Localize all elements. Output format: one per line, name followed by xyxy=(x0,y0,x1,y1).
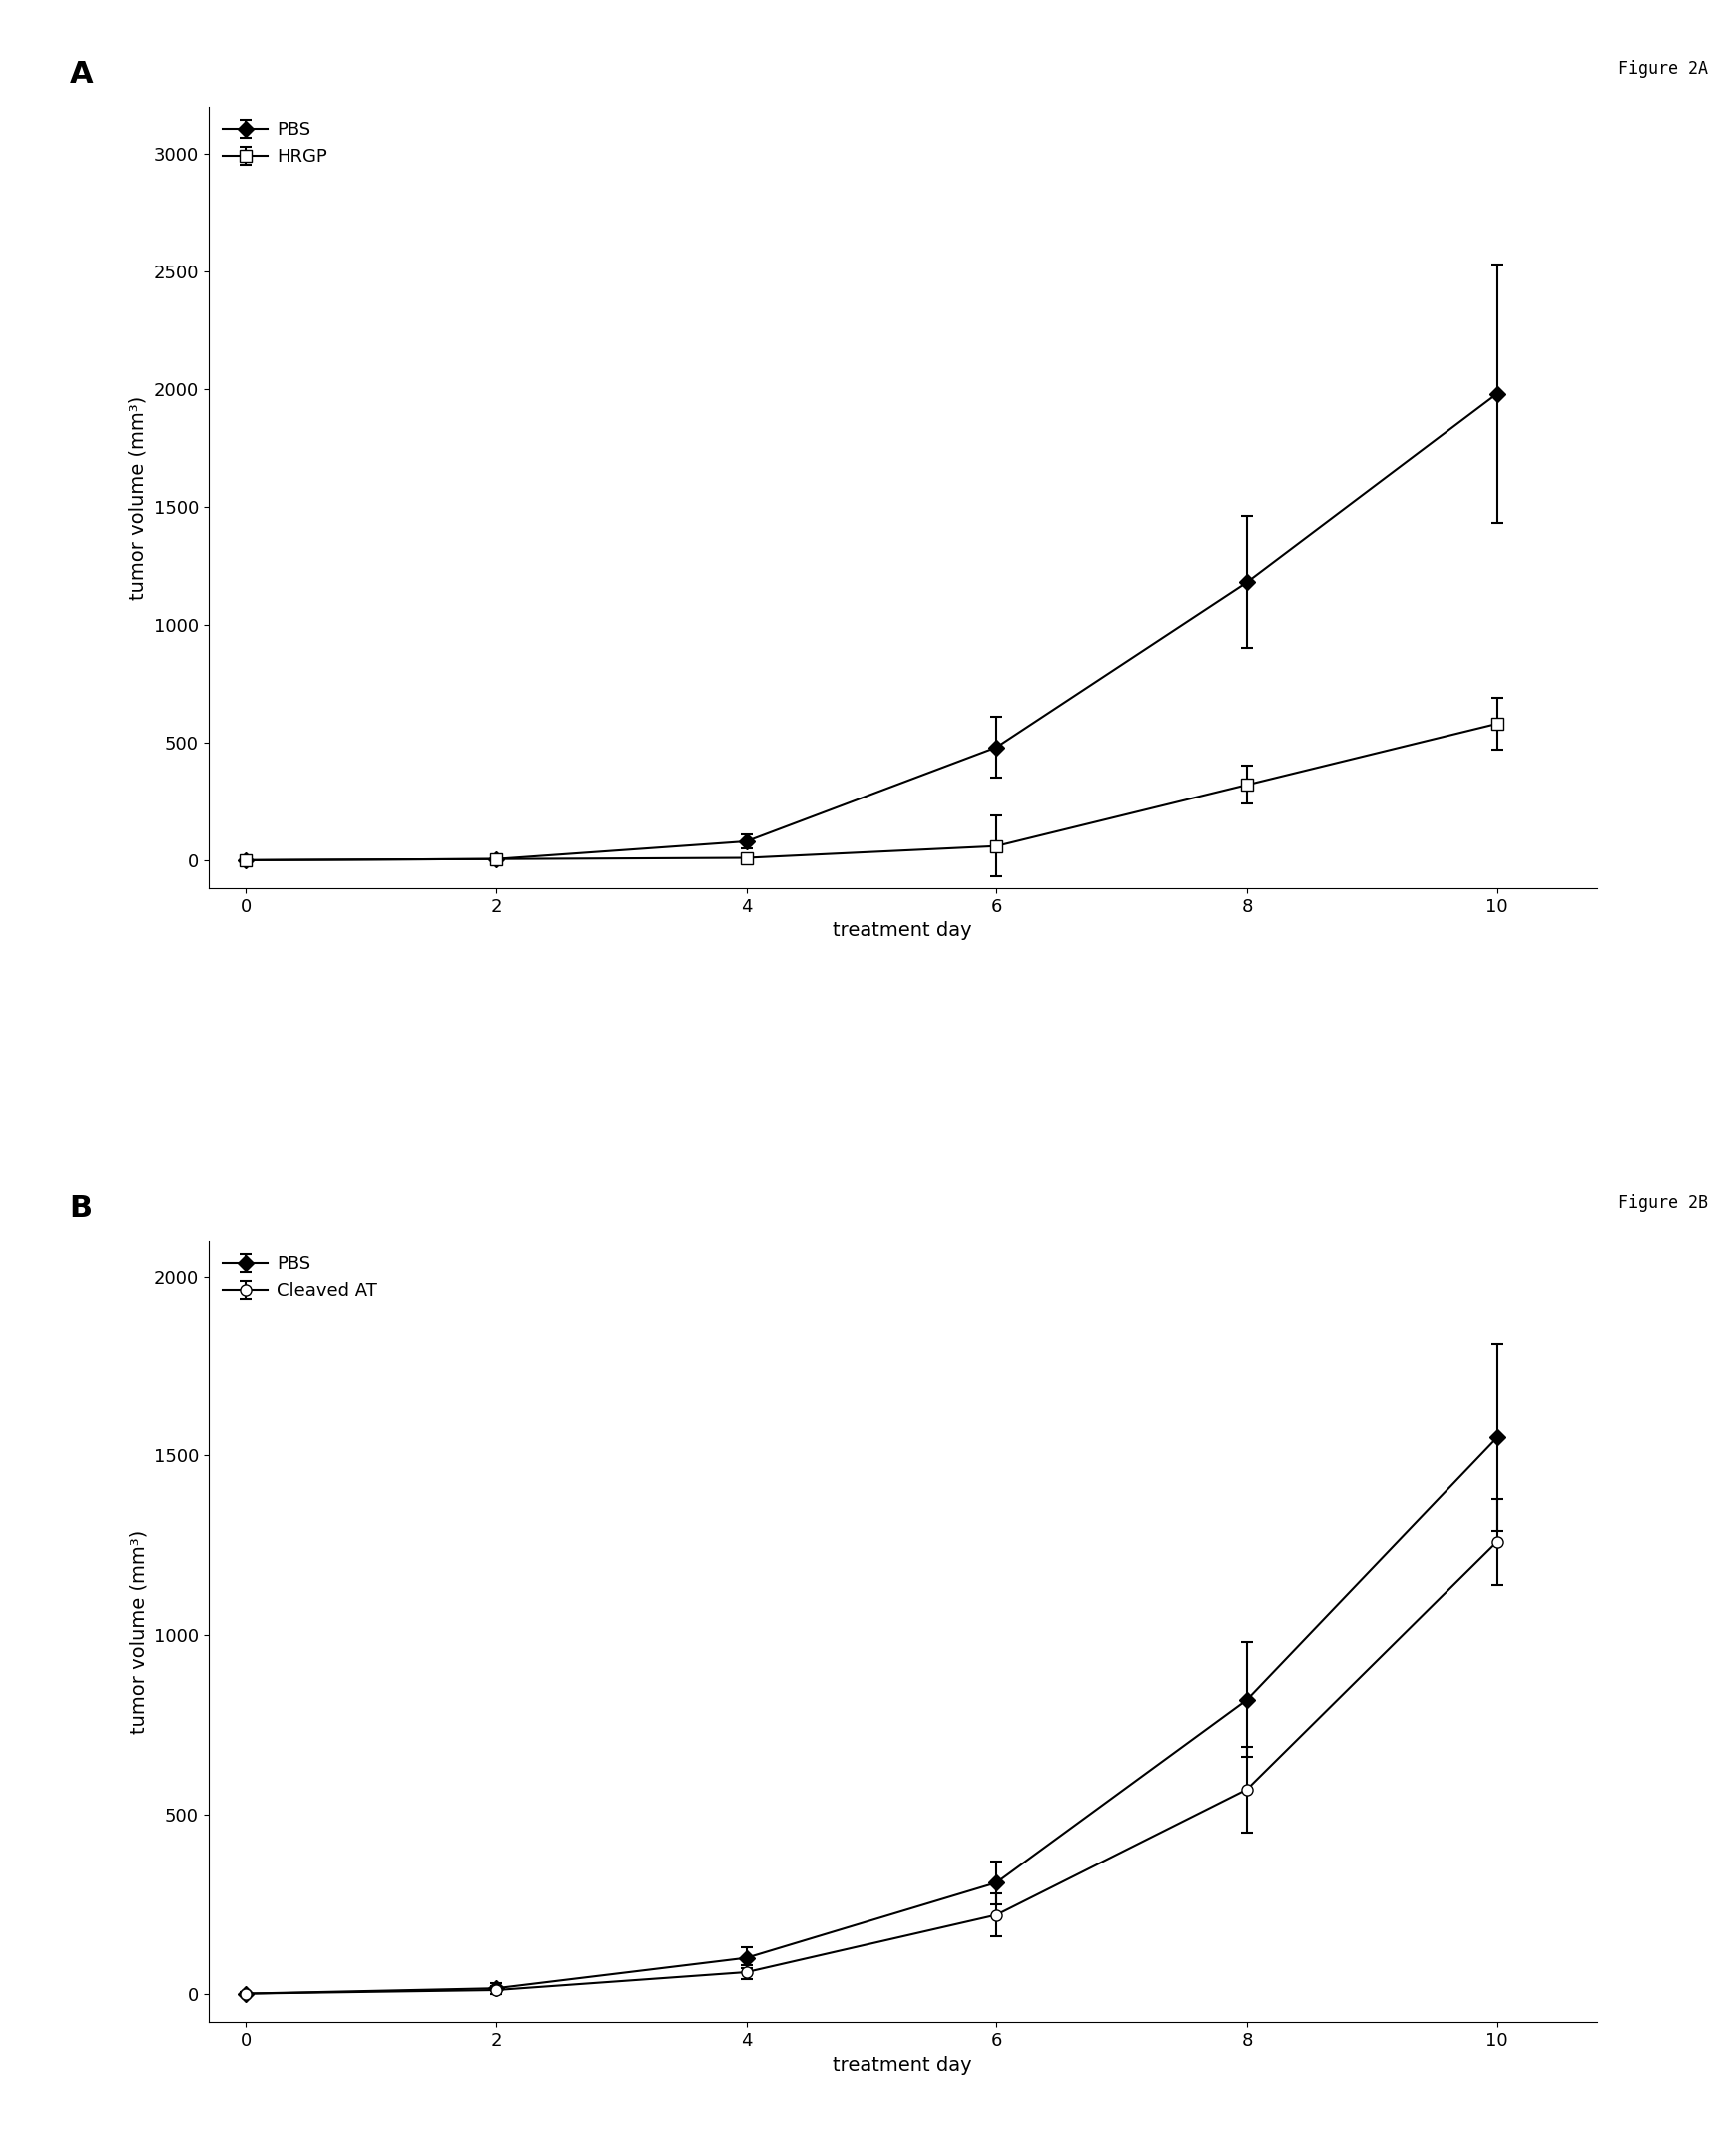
Text: Figure 2B: Figure 2B xyxy=(1618,1194,1708,1211)
X-axis label: treatment day: treatment day xyxy=(833,922,972,941)
Text: Figure 2A: Figure 2A xyxy=(1618,60,1708,77)
Y-axis label: tumor volume (mm³): tumor volume (mm³) xyxy=(128,1529,148,1733)
Legend: PBS, HRGP: PBS, HRGP xyxy=(217,115,333,170)
Y-axis label: tumor volume (mm³): tumor volume (mm³) xyxy=(128,396,148,600)
Legend: PBS, Cleaved AT: PBS, Cleaved AT xyxy=(217,1250,384,1305)
X-axis label: treatment day: treatment day xyxy=(833,2057,972,2076)
Text: A: A xyxy=(69,60,94,89)
Text: B: B xyxy=(69,1194,92,1222)
